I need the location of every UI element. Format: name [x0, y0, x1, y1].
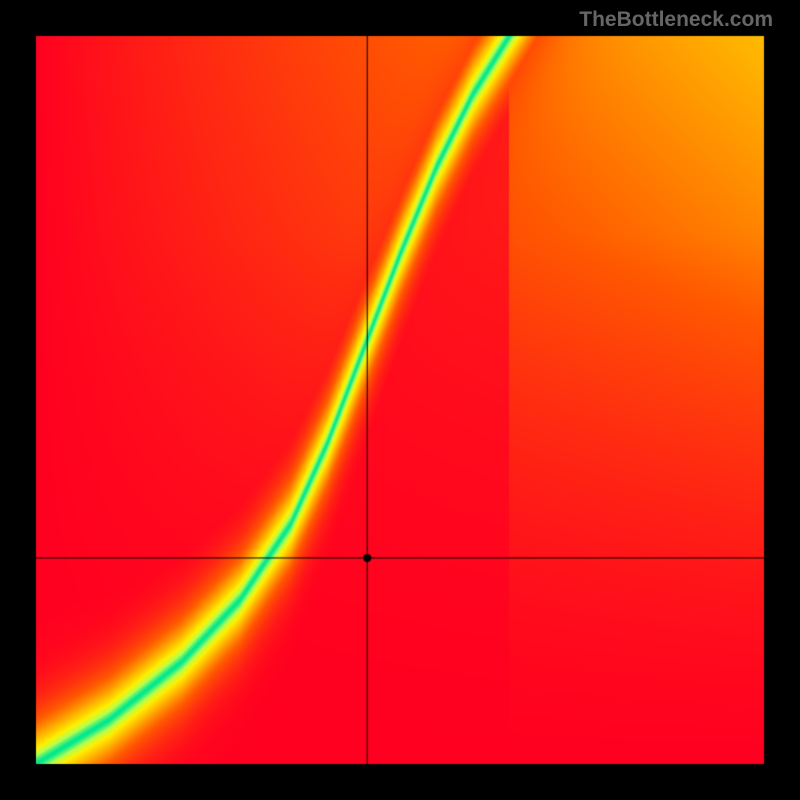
- chart-container: TheBottleneck.com: [0, 0, 800, 800]
- watermark-text: TheBottleneck.com: [579, 8, 773, 32]
- bottleneck-heatmap: [0, 0, 800, 800]
